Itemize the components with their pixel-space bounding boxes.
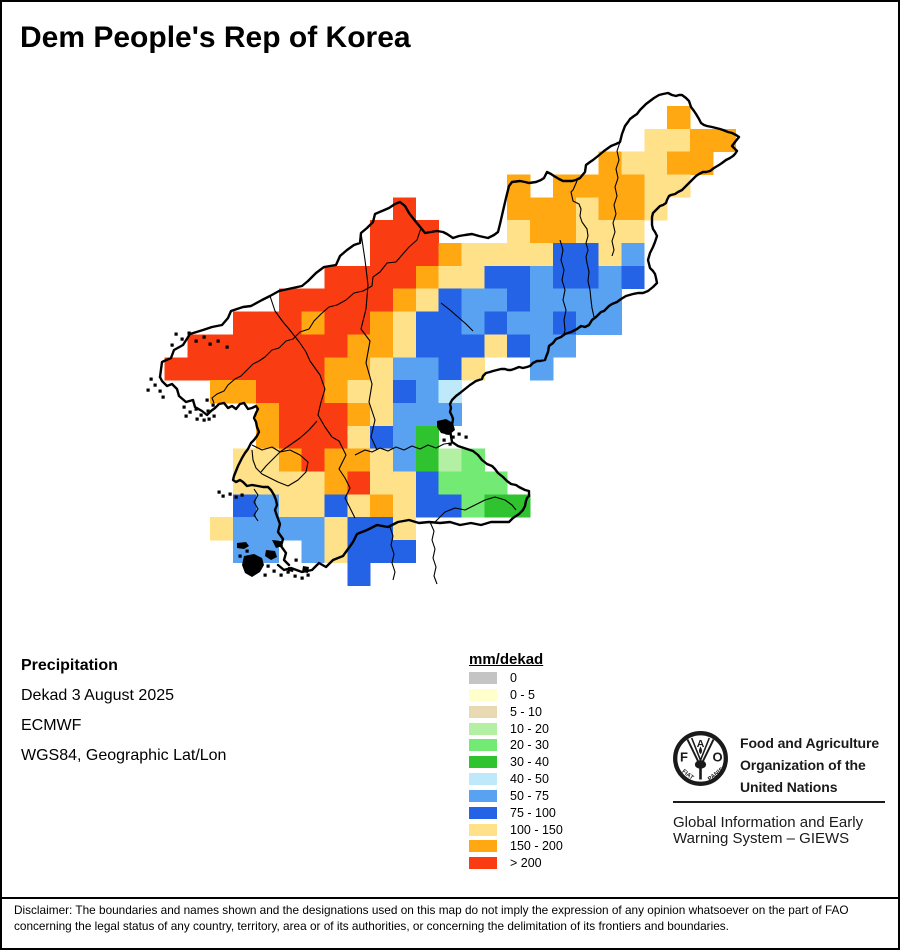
svg-text:F: F [680, 750, 688, 765]
svg-text:A: A [697, 738, 705, 750]
svg-text:O: O [713, 750, 723, 765]
